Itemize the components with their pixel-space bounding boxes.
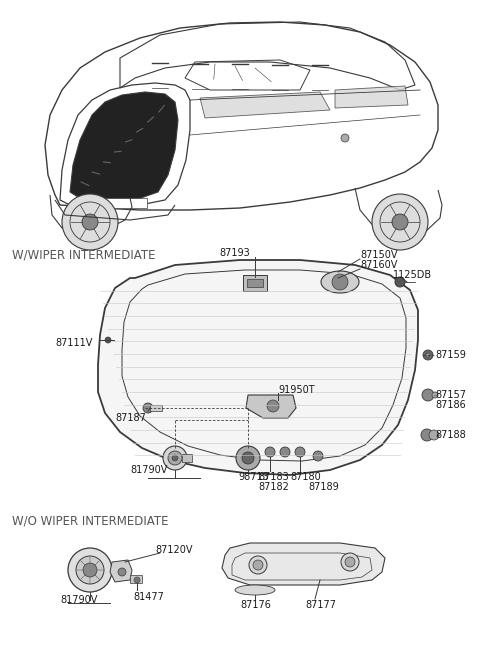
Text: 91950T: 91950T (278, 385, 314, 395)
Bar (87, 198, 147, 208)
Circle shape (62, 194, 118, 250)
Circle shape (249, 556, 267, 574)
Text: 87177: 87177 (305, 600, 336, 610)
Circle shape (242, 452, 254, 464)
Circle shape (168, 451, 182, 465)
Text: 87189: 87189 (308, 482, 339, 492)
Circle shape (429, 430, 439, 440)
Polygon shape (110, 560, 132, 582)
Circle shape (295, 447, 305, 457)
Bar (130, 575, 142, 583)
Polygon shape (70, 92, 178, 200)
Text: 87183: 87183 (258, 472, 289, 482)
Text: 81477: 81477 (133, 592, 164, 602)
Text: W/O WIPER INTERMEDIATE: W/O WIPER INTERMEDIATE (12, 515, 168, 528)
Circle shape (163, 446, 187, 470)
Circle shape (267, 400, 279, 412)
Text: 87159: 87159 (435, 350, 466, 360)
Circle shape (236, 446, 260, 470)
Bar (150, 405, 162, 411)
Text: 87150V: 87150V (360, 250, 397, 260)
Circle shape (82, 214, 98, 230)
Circle shape (118, 568, 126, 576)
Text: 1125DB: 1125DB (393, 270, 432, 280)
Polygon shape (200, 92, 330, 118)
Bar (182, 454, 192, 462)
Text: 98713: 98713 (238, 472, 269, 482)
Text: 87160V: 87160V (360, 260, 397, 270)
Text: 87157: 87157 (435, 390, 466, 400)
Circle shape (421, 429, 433, 441)
Text: 87120V: 87120V (155, 545, 192, 555)
Circle shape (395, 277, 405, 287)
Circle shape (423, 350, 433, 360)
Polygon shape (246, 395, 296, 418)
Polygon shape (222, 543, 385, 585)
Text: 87176: 87176 (240, 600, 271, 610)
Polygon shape (98, 260, 418, 475)
Circle shape (105, 337, 111, 343)
Ellipse shape (321, 271, 359, 293)
Circle shape (253, 560, 263, 570)
Circle shape (422, 389, 434, 401)
Text: 87182: 87182 (258, 482, 289, 492)
Ellipse shape (235, 585, 275, 595)
Text: 87187: 87187 (115, 413, 146, 423)
Polygon shape (335, 86, 408, 108)
Text: 87188: 87188 (435, 430, 466, 440)
Circle shape (372, 194, 428, 250)
Text: 87111V: 87111V (55, 338, 92, 348)
Text: 87180: 87180 (290, 472, 321, 482)
Circle shape (345, 557, 355, 567)
Circle shape (341, 134, 349, 142)
Circle shape (76, 556, 104, 584)
Circle shape (134, 577, 140, 583)
Text: 87193: 87193 (220, 248, 251, 258)
Text: 87186: 87186 (435, 400, 466, 410)
Circle shape (332, 274, 348, 290)
Circle shape (426, 353, 430, 357)
Circle shape (172, 455, 178, 461)
Circle shape (341, 553, 359, 571)
Bar (247, 279, 263, 287)
Text: 81790V: 81790V (60, 595, 97, 605)
Circle shape (83, 563, 97, 577)
Circle shape (392, 214, 408, 230)
Circle shape (143, 403, 153, 413)
Text: 81790V: 81790V (130, 465, 168, 475)
Bar (243, 275, 267, 291)
Circle shape (280, 447, 290, 457)
Circle shape (265, 447, 275, 457)
Text: W/WIPER INTERMEDIATE: W/WIPER INTERMEDIATE (12, 248, 156, 261)
Circle shape (313, 451, 323, 461)
Circle shape (68, 548, 112, 592)
Circle shape (432, 392, 438, 398)
